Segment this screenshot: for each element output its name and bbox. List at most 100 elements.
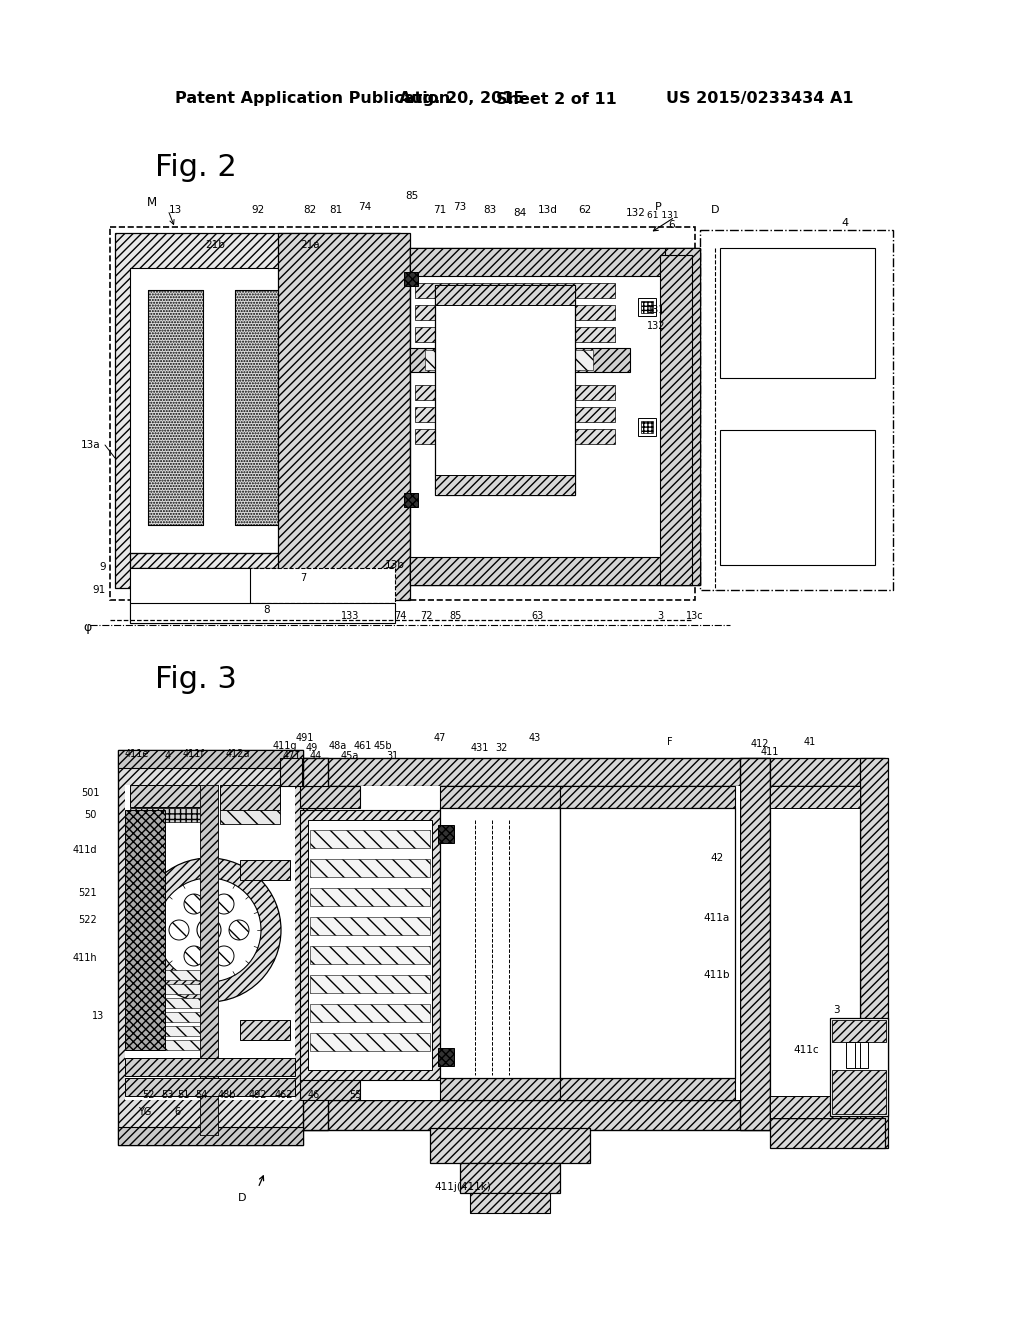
Bar — [435, 285, 575, 495]
Text: 55: 55 — [349, 1090, 361, 1100]
Bar — [560, 808, 735, 1078]
Bar — [310, 975, 430, 993]
Text: 522: 522 — [78, 915, 97, 925]
Circle shape — [184, 946, 204, 966]
Bar — [665, 248, 700, 585]
Bar — [415, 327, 615, 342]
Bar — [455, 350, 473, 370]
Text: 85: 85 — [450, 611, 462, 620]
Text: 83: 83 — [483, 205, 497, 215]
Text: 461: 461 — [354, 741, 372, 751]
Bar — [545, 350, 563, 370]
Bar — [130, 808, 200, 822]
Bar — [415, 407, 615, 422]
Bar — [130, 1040, 200, 1049]
Bar — [300, 1100, 770, 1130]
Bar — [410, 348, 630, 372]
Text: 43: 43 — [528, 733, 541, 743]
Circle shape — [157, 878, 261, 982]
Text: 13d: 13d — [538, 205, 558, 215]
Bar — [720, 430, 874, 565]
Text: 3: 3 — [657, 611, 664, 620]
Text: 3: 3 — [833, 1005, 840, 1015]
Bar — [846, 1041, 868, 1068]
Text: 61 131: 61 131 — [647, 211, 679, 220]
Text: 54: 54 — [195, 1090, 207, 1100]
Bar — [438, 825, 454, 843]
Bar — [638, 418, 656, 436]
Bar — [720, 248, 874, 378]
Bar — [130, 568, 250, 623]
Text: 42: 42 — [710, 853, 723, 863]
Bar — [278, 234, 410, 601]
Bar — [125, 810, 165, 1049]
Text: Fig. 2: Fig. 2 — [155, 153, 237, 182]
Text: 44: 44 — [310, 751, 323, 762]
Bar — [440, 808, 560, 1078]
Bar — [515, 350, 534, 370]
Bar — [148, 290, 203, 525]
Text: 82: 82 — [303, 205, 316, 215]
Bar — [130, 268, 385, 553]
Text: 13: 13 — [168, 205, 181, 215]
Text: 53: 53 — [161, 1090, 173, 1100]
Circle shape — [197, 917, 221, 942]
Text: 62: 62 — [579, 205, 592, 215]
Bar — [770, 758, 885, 785]
Text: 92: 92 — [251, 205, 264, 215]
Text: 9: 9 — [99, 562, 106, 572]
Bar — [831, 1071, 886, 1114]
Text: Sheet 2 of 11: Sheet 2 of 11 — [496, 91, 616, 107]
Bar — [130, 998, 200, 1008]
Bar — [310, 830, 430, 847]
Text: 431: 431 — [471, 743, 489, 752]
Text: 41: 41 — [804, 737, 816, 747]
Text: 50: 50 — [85, 810, 97, 820]
Bar — [470, 1193, 550, 1213]
Text: 411c: 411c — [793, 1045, 818, 1055]
Text: 13: 13 — [92, 1011, 104, 1020]
Bar — [125, 785, 295, 1100]
Text: 6: 6 — [174, 1107, 180, 1117]
Bar — [770, 785, 860, 1118]
Text: P: P — [654, 202, 662, 213]
Text: 13c: 13c — [686, 611, 703, 620]
Circle shape — [214, 894, 234, 913]
Bar — [200, 785, 218, 1135]
Bar — [130, 603, 395, 623]
Text: 412a: 412a — [225, 748, 250, 759]
Bar — [430, 1129, 590, 1163]
Bar — [310, 1005, 430, 1022]
Text: F: F — [668, 737, 673, 747]
Text: Fig. 3: Fig. 3 — [155, 665, 237, 694]
Text: 132: 132 — [647, 321, 666, 331]
Text: 49: 49 — [306, 743, 318, 752]
Text: D: D — [711, 205, 719, 215]
Bar — [234, 290, 280, 525]
Bar — [310, 946, 430, 964]
Text: 411d: 411d — [73, 845, 97, 855]
Bar — [404, 272, 418, 286]
Bar — [770, 1096, 860, 1118]
Bar — [425, 350, 443, 370]
Text: 45b: 45b — [374, 741, 392, 751]
Text: 13b: 13b — [385, 560, 404, 570]
Circle shape — [137, 858, 281, 1002]
Bar — [410, 557, 700, 585]
Bar — [280, 758, 302, 785]
Text: 491: 491 — [296, 733, 314, 743]
Bar — [415, 282, 615, 298]
Bar — [310, 859, 430, 876]
Text: φ: φ — [84, 620, 92, 634]
Bar — [300, 758, 328, 1130]
Text: M: M — [146, 195, 157, 209]
Bar — [220, 810, 280, 824]
Bar — [118, 1127, 303, 1144]
Bar — [770, 1118, 885, 1148]
Bar — [300, 810, 440, 1080]
Bar — [438, 1048, 454, 1067]
Bar — [770, 785, 860, 808]
Text: 411j(411k): 411j(411k) — [434, 1181, 492, 1192]
Bar — [575, 350, 593, 370]
Text: 411f: 411f — [182, 748, 204, 759]
